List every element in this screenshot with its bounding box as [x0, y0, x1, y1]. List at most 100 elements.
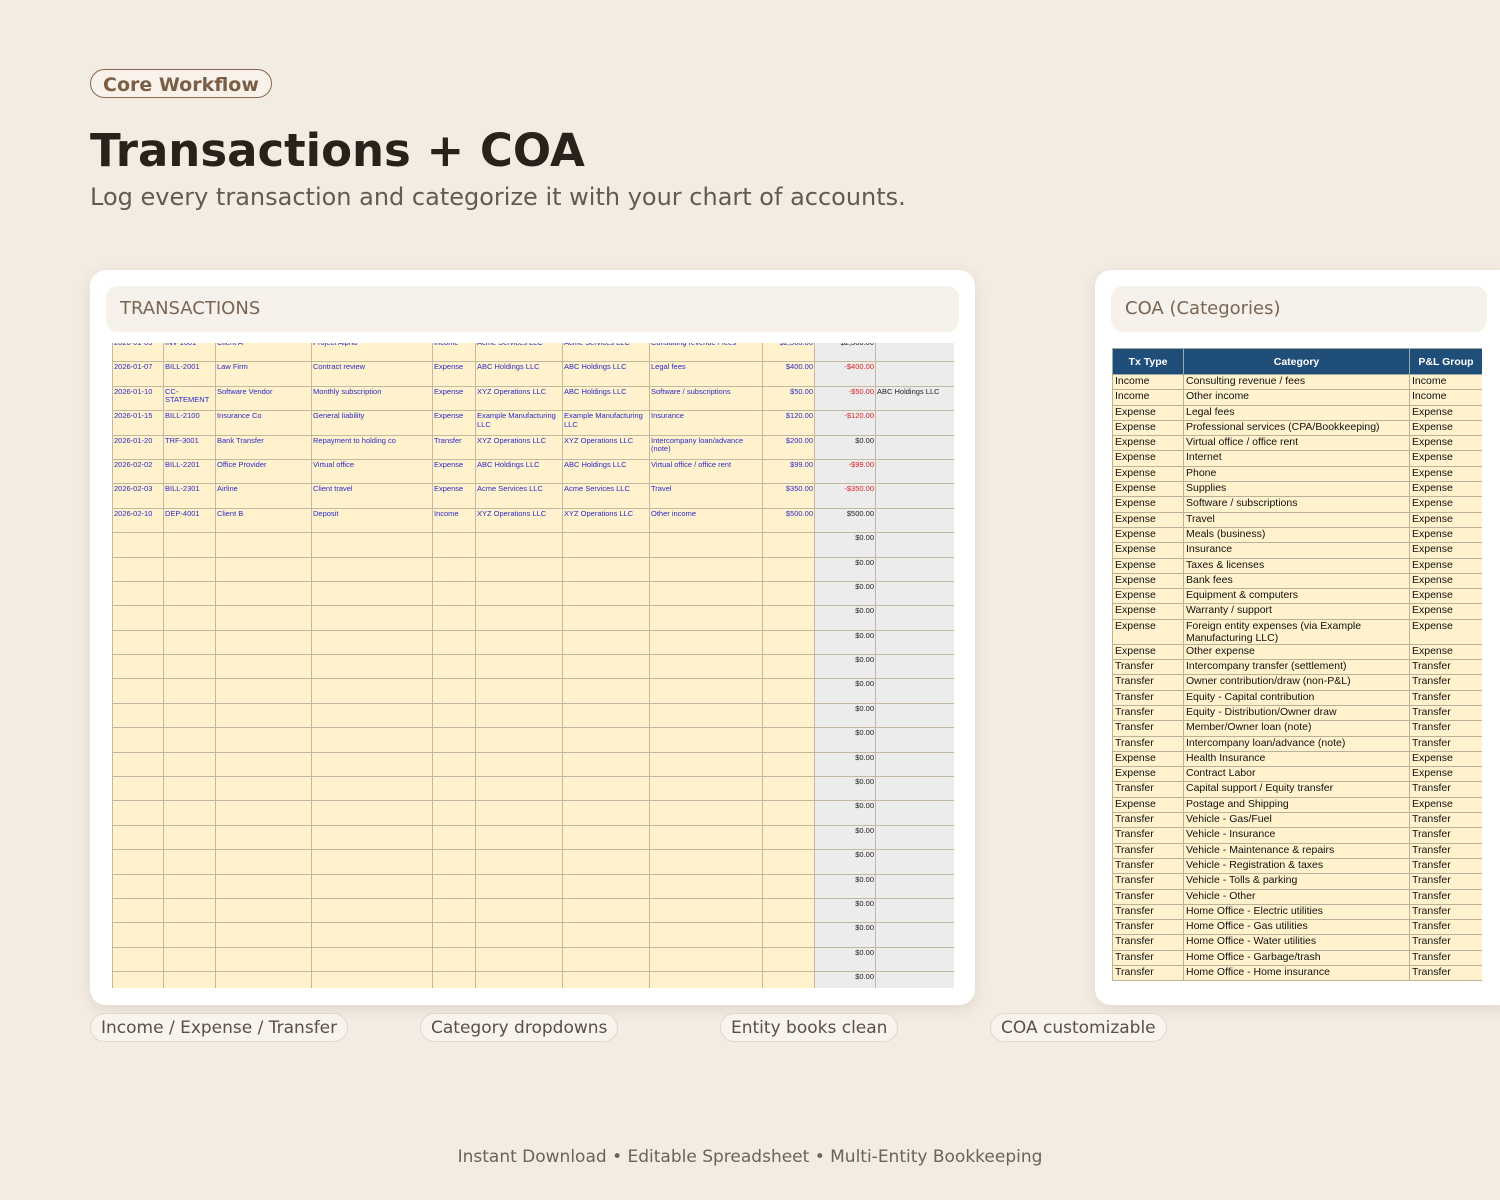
cell: Income: [432, 507, 476, 534]
cell: [311, 727, 433, 753]
cell: Software / subscriptions: [1183, 496, 1410, 513]
cell: Foreign entity expenses (via Example Man…: [1183, 618, 1410, 645]
column-header: P&L Group: [1409, 348, 1482, 375]
row: Transfer Home Office - Gas utilities Trans…: [1112, 919, 1482, 936]
cell: [875, 702, 954, 729]
coa-card: COA (Categories) Tx Type Category P&L Grou…: [1095, 270, 1500, 1005]
cell: Expense: [1409, 618, 1482, 645]
cell: Consulting revenue / fees: [1183, 373, 1410, 391]
cell: BILL-2301: [163, 483, 216, 509]
cell: Transfer: [1112, 659, 1184, 676]
cell: [475, 751, 563, 778]
cell: Transfer: [1409, 934, 1482, 951]
cell: [762, 873, 815, 899]
cell: Law Firm: [215, 361, 312, 387]
cell: Expense: [1112, 603, 1184, 620]
cell: 2026-01-20: [112, 434, 164, 460]
cell: [112, 946, 164, 973]
cell: [762, 580, 815, 607]
cell: Internet: [1183, 450, 1410, 467]
cell: [762, 678, 815, 704]
cell: [475, 971, 563, 988]
row: $0.00: [112, 873, 954, 899]
row: Transfer Home Office - Water utilities Tra…: [1112, 934, 1482, 951]
cell: [562, 654, 650, 680]
cell: BILL-2201: [163, 458, 216, 485]
cell: [432, 580, 476, 607]
cell: [762, 727, 815, 753]
footer: Instant Download • Editable Spreadsheet …: [457, 1147, 1043, 1167]
cell: 2026-02-10: [112, 507, 164, 534]
cell: [649, 605, 763, 631]
cell: [649, 751, 763, 778]
cell: Home Office - Water utilities: [1183, 934, 1410, 951]
cell: Expense: [432, 458, 476, 485]
cell: [875, 824, 954, 851]
cell: Contract review: [311, 361, 433, 387]
cell: [311, 922, 433, 948]
cell: [112, 922, 164, 948]
cell: Postage and Shipping: [1183, 796, 1410, 814]
cell: [875, 897, 954, 924]
cell: Transfer: [1112, 903, 1184, 921]
row: 2026-01-10 CC-STATEMENT Software Vendor Mon…: [112, 385, 954, 412]
cell: [649, 849, 763, 875]
cell: $0.00: [814, 605, 876, 631]
cell: Health Insurance: [1183, 750, 1410, 768]
row: Expense Other expense Expense: [1112, 643, 1482, 661]
cell: [215, 532, 312, 558]
row: Expense Insurance Expense: [1112, 542, 1482, 559]
row: $0.00: [112, 971, 954, 988]
cell: ABC Holdings LLC: [475, 458, 563, 485]
cell: [163, 654, 216, 680]
row: Transfer Vehicle - Insurance Transfer: [1112, 827, 1482, 844]
cell: [649, 971, 763, 988]
cell: [562, 629, 650, 656]
row: Transfer Vehicle - Tolls & parking Transfe…: [1112, 873, 1482, 890]
cell: Expense: [1409, 496, 1482, 513]
cell: [112, 849, 164, 875]
cell: Transfer: [1409, 689, 1482, 706]
cell: $0.00: [814, 849, 876, 875]
cell: [475, 629, 563, 656]
cell: [311, 654, 433, 680]
badge: Core Workflow: [90, 69, 272, 98]
row: 2026-01-07 BILL-2001 Law Firm Contract revi…: [112, 361, 954, 387]
coa-table: Tx Type Category P&L Group Income Consultin…: [1112, 348, 1482, 982]
cell: Legal fees: [1183, 404, 1410, 421]
cell: [649, 873, 763, 899]
cell: Expense: [1409, 766, 1482, 783]
cell: $0.00: [814, 922, 876, 948]
sheet: 2026-01-05INV-1001Client AProject AlphaI…: [112, 343, 954, 988]
cell: Capital support / Equity transfer: [1183, 781, 1410, 798]
cell: Home Office - Garbage/trash: [1183, 949, 1410, 966]
cell: [875, 483, 954, 509]
cell: [762, 849, 815, 875]
cell: [762, 629, 815, 656]
cell: [475, 556, 563, 582]
cell: -$400.00: [814, 361, 876, 387]
cell: [649, 800, 763, 826]
cell: [762, 556, 815, 582]
cell: [112, 654, 164, 680]
cell: $0.00: [814, 654, 876, 680]
cell: [562, 897, 650, 924]
cell: [875, 343, 954, 363]
cell: Transfer: [1112, 873, 1184, 890]
cell: -$99.00: [814, 458, 876, 485]
row: Expense Meals (business) Expense: [1112, 526, 1482, 544]
row: 2026-01-05INV-1001Client AProject AlphaI…: [112, 343, 954, 363]
cell: Expense: [1409, 526, 1482, 544]
cell: [762, 800, 815, 826]
cell: [875, 654, 954, 680]
row: Transfer Home Office - Electric utilities…: [1112, 903, 1482, 921]
cell: [112, 751, 164, 778]
row: Expense Warranty / support Expense: [1112, 603, 1482, 620]
cell: [163, 678, 216, 704]
cell: $0.00: [814, 556, 876, 582]
cell: $0.00: [814, 776, 876, 802]
cell: Expense: [1112, 481, 1184, 498]
cell: [875, 727, 954, 753]
cell: [112, 580, 164, 607]
cell: Expense: [1112, 435, 1184, 452]
